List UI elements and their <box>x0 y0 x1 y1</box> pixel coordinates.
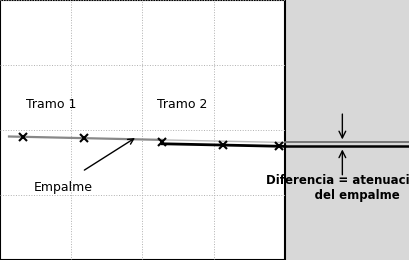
Text: Diferencia = atenuación
     del empalme: Diferencia = atenuación del empalme <box>266 174 409 203</box>
Text: Empalme: Empalme <box>34 181 93 194</box>
Text: Tramo 2: Tramo 2 <box>157 98 207 110</box>
FancyBboxPatch shape <box>0 0 284 260</box>
Text: Tramo 1: Tramo 1 <box>26 98 76 110</box>
